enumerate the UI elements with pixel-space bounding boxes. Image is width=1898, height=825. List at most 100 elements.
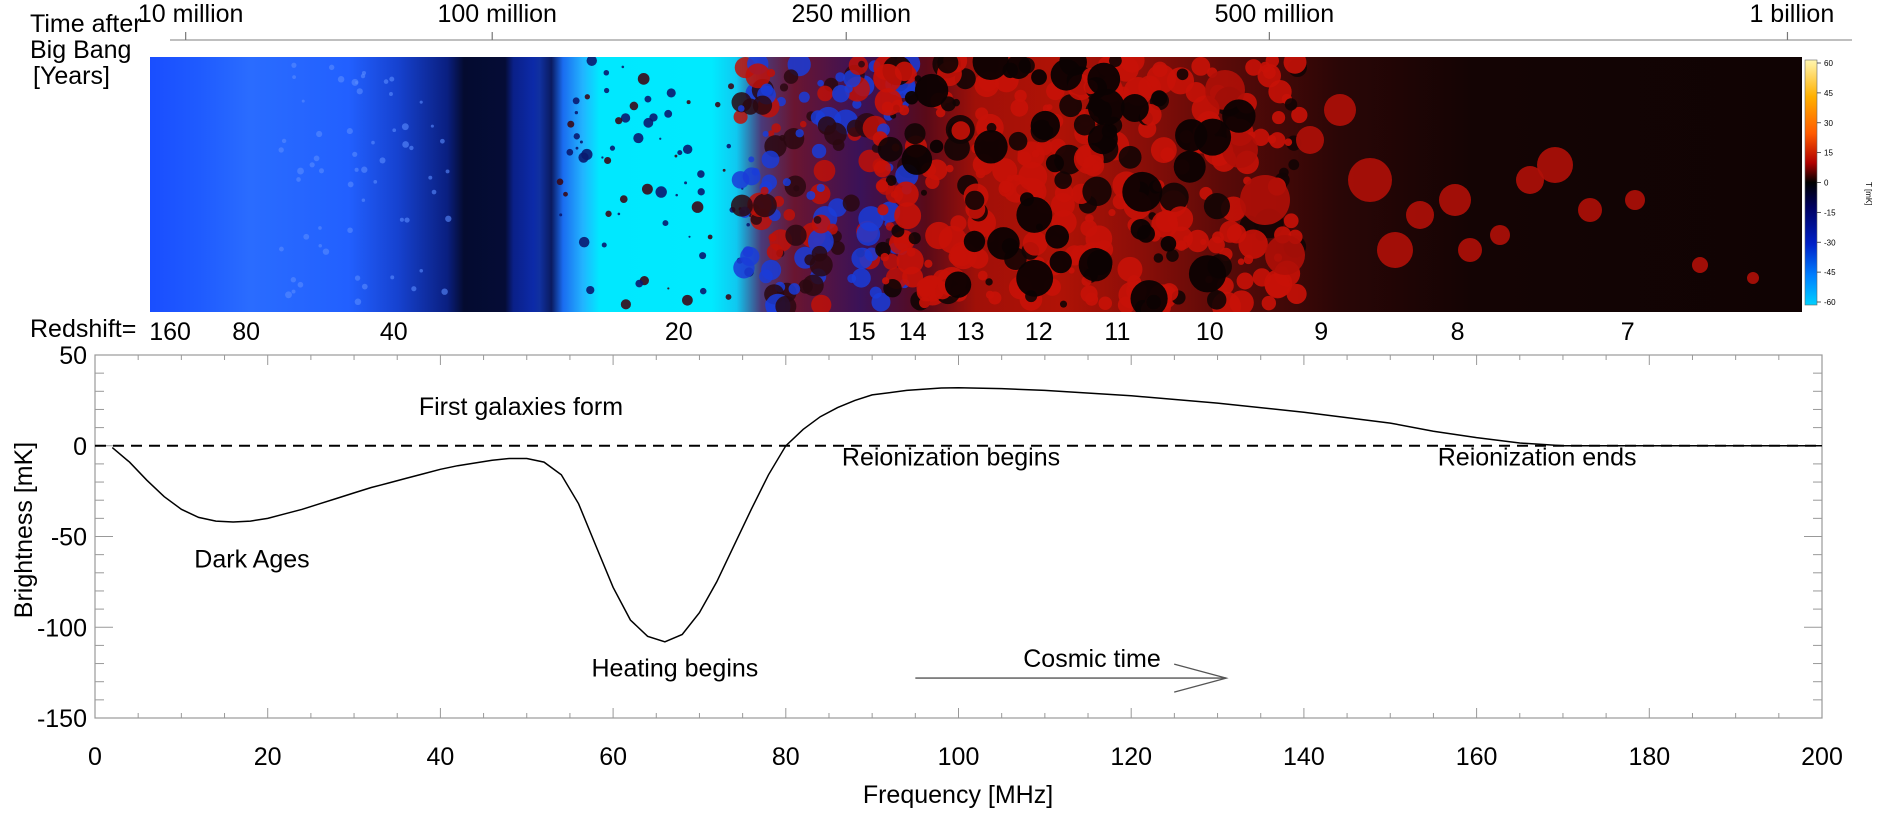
map-bubble (1207, 290, 1227, 310)
map-structure (762, 130, 769, 137)
map-void (563, 191, 568, 197)
map-bubble (1085, 225, 1113, 253)
colorbar-tick-label: -30 (1824, 238, 1836, 247)
map-bubble (944, 135, 970, 161)
y-tick-label: -100 (37, 614, 87, 642)
map-void (579, 140, 583, 144)
map-void (726, 143, 732, 149)
map-structure (813, 216, 822, 224)
map-speckle (297, 281, 304, 288)
redshift-axis: Redshift= 160 80 40 20 15 14 13 12 11 10 9 8 7 (30, 315, 1635, 346)
map-bubble (898, 105, 910, 116)
map-void (574, 110, 579, 115)
map-bubble (1153, 253, 1164, 263)
map-void (667, 287, 670, 290)
colorbar-gradient (1804, 59, 1818, 306)
map-structure (848, 57, 869, 76)
map-bubble (1537, 147, 1573, 183)
map-speckle (279, 246, 284, 252)
map-void (586, 285, 595, 295)
map-void (707, 234, 713, 240)
map-neutral-void (1078, 247, 1113, 282)
map-void (643, 117, 654, 128)
map-bubble (975, 168, 986, 179)
x-axis-label: Frequency [MHz] (863, 781, 1053, 809)
map-void (573, 133, 580, 140)
map-void (567, 120, 575, 128)
map-void (635, 279, 644, 288)
redshift-tick-label: 9 (1314, 318, 1328, 346)
map-neutral-void (1087, 88, 1125, 126)
redshift-tick-label: 8 (1451, 318, 1465, 346)
annotation-reionization-ends: Reionization ends (1438, 444, 1637, 472)
map-bubble (1117, 256, 1143, 282)
map-neutral-void (963, 230, 986, 253)
map-structure (811, 214, 831, 234)
map-structure (767, 130, 775, 137)
map-bubble (1229, 290, 1254, 312)
map-bubble (880, 252, 890, 262)
map-void (655, 186, 667, 198)
map-bubble (1054, 171, 1072, 189)
map-bubble (1268, 80, 1292, 104)
map-bubble (1288, 159, 1300, 171)
map-neutral-void (1045, 154, 1064, 173)
map-void (699, 287, 707, 295)
map-speckle (346, 128, 353, 135)
map-void (620, 113, 631, 123)
map-structure (832, 84, 850, 103)
map-structure (842, 194, 860, 212)
map-void (684, 181, 688, 185)
map-void (603, 69, 610, 76)
time-axis-label-line1: Time after (30, 10, 142, 38)
map-bubble (1236, 272, 1254, 290)
map-structure (783, 209, 796, 221)
x-tick-label: 40 (426, 743, 454, 771)
map-void (601, 242, 607, 248)
map-speckle (316, 130, 323, 138)
map-bubble (924, 259, 933, 268)
map-bubble (1836, 226, 1844, 234)
map-void (629, 101, 639, 111)
redshift-tick-label: 40 (380, 318, 408, 346)
map-structure (753, 193, 777, 218)
map-bubble (1017, 141, 1045, 169)
map-structure (816, 183, 825, 193)
y-tick-label: -150 (37, 705, 87, 733)
map-void (697, 170, 705, 178)
map-speckle (445, 169, 450, 174)
map-structure (817, 79, 824, 87)
map-bubble (1203, 193, 1231, 220)
map-bubble (1439, 184, 1471, 216)
map-speckle (354, 167, 359, 172)
cosmic-time-arrow (915, 663, 1229, 693)
map-bubble (1117, 296, 1135, 312)
map-bubble (877, 136, 903, 162)
map-structure (737, 105, 745, 112)
map-structure (761, 150, 780, 169)
map-bubble (1073, 114, 1096, 136)
annotation-cosmic-time: Cosmic time (1023, 645, 1161, 673)
map-speckle (411, 286, 417, 292)
map-void (609, 145, 616, 151)
map-speckle (383, 79, 389, 84)
map-bubble (975, 107, 989, 121)
map-structure (742, 246, 754, 258)
map-speckle (379, 157, 386, 164)
map-bubble (1284, 138, 1293, 146)
map-bubble (1119, 57, 1145, 73)
map-void (584, 94, 590, 100)
map-bubble (1159, 182, 1189, 213)
map-speckle (309, 162, 315, 168)
map-void (677, 150, 683, 156)
time-tick-label: 250 million (791, 0, 911, 28)
map-void (581, 148, 593, 161)
x-tick-label: 20 (254, 743, 282, 771)
map-structure (788, 283, 801, 295)
map-bubble (1625, 190, 1645, 210)
map-bubble (1108, 209, 1116, 217)
colorbar-tick-label: 45 (1824, 89, 1833, 98)
map-structure (817, 116, 837, 135)
map-bubble (1054, 183, 1074, 203)
map-speckle (292, 75, 296, 79)
